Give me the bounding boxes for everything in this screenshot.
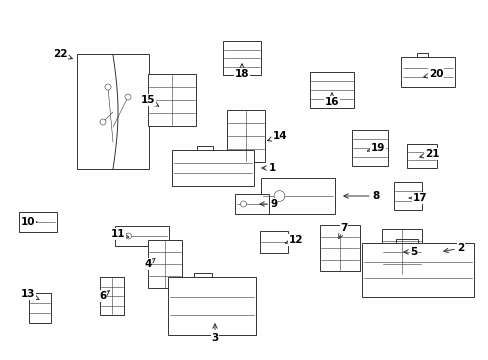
Bar <box>235 194 268 214</box>
Text: 7: 7 <box>338 223 347 239</box>
Bar <box>319 225 359 271</box>
Text: 9: 9 <box>259 199 277 209</box>
Text: 1: 1 <box>262 163 275 173</box>
Circle shape <box>125 233 131 239</box>
Circle shape <box>100 119 106 125</box>
Bar <box>226 110 264 162</box>
Text: 6: 6 <box>99 291 109 301</box>
Bar <box>19 212 57 232</box>
Text: 12: 12 <box>285 235 303 245</box>
Circle shape <box>105 84 111 90</box>
Text: 5: 5 <box>403 247 417 257</box>
Bar <box>361 243 473 297</box>
Bar <box>393 182 421 210</box>
Text: 4: 4 <box>144 258 155 269</box>
Bar <box>148 74 196 126</box>
Text: 22: 22 <box>53 49 72 59</box>
Circle shape <box>274 190 285 201</box>
Bar <box>148 240 182 288</box>
Text: 13: 13 <box>20 289 39 300</box>
Text: 11: 11 <box>110 229 128 239</box>
Bar <box>400 57 454 87</box>
Text: 8: 8 <box>343 191 379 201</box>
Bar <box>309 72 353 108</box>
Text: 19: 19 <box>366 143 385 153</box>
Text: 17: 17 <box>408 193 427 203</box>
Bar <box>261 178 334 214</box>
Text: 16: 16 <box>324 93 339 107</box>
Bar <box>260 231 287 253</box>
Text: 2: 2 <box>443 243 464 253</box>
Circle shape <box>25 219 31 225</box>
Text: 14: 14 <box>267 131 287 141</box>
Bar <box>172 150 253 186</box>
Text: 18: 18 <box>234 64 249 79</box>
Bar <box>115 226 169 246</box>
Bar <box>381 229 421 275</box>
Bar <box>223 41 261 75</box>
Text: 20: 20 <box>423 69 442 79</box>
Bar <box>100 277 124 315</box>
Bar <box>29 293 51 323</box>
Text: 3: 3 <box>211 324 218 343</box>
Bar <box>406 144 436 168</box>
Text: 21: 21 <box>419 149 438 159</box>
Bar <box>168 277 256 335</box>
Circle shape <box>240 201 246 207</box>
Bar <box>77 54 149 170</box>
Text: 10: 10 <box>20 217 37 227</box>
Bar <box>351 130 387 166</box>
Text: 15: 15 <box>141 95 159 106</box>
Circle shape <box>125 94 131 100</box>
